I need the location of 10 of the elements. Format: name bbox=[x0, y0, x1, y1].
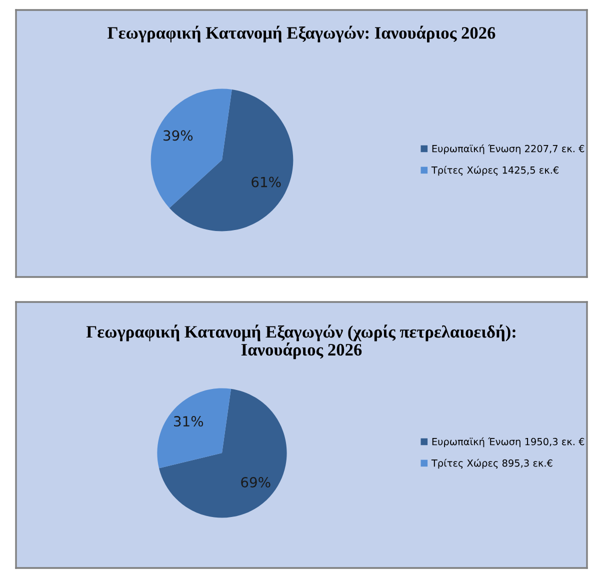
legend-label: Τρίτες Χώρες 895,3 εκ.€ bbox=[431, 458, 552, 469]
data-label: 39% bbox=[164, 130, 193, 141]
data-label: 61% bbox=[252, 176, 281, 188]
legend-label: Τρίτες Χώρες 1425,5 εκ.€ bbox=[431, 166, 558, 176]
chart-title: Γεωγραφική Κατανομή Εξαγωγών (χωρίς πετρελαιοειδή): Ιανουάριος 2026 bbox=[86, 324, 516, 360]
chart-title: Γεωγραφική Κατανομή Εξαγωγών: Ιανουάριος 2026 bbox=[108, 26, 496, 42]
legend-label: Ευρωπαϊκή Ένωση 1950,3 εκ. € bbox=[432, 437, 584, 448]
data-label: 31% bbox=[174, 416, 204, 427]
legend-label: Ευρωπαϊκή Ένωση 2207,7 εκ. € bbox=[432, 144, 584, 154]
data-label: 69% bbox=[241, 476, 270, 488]
